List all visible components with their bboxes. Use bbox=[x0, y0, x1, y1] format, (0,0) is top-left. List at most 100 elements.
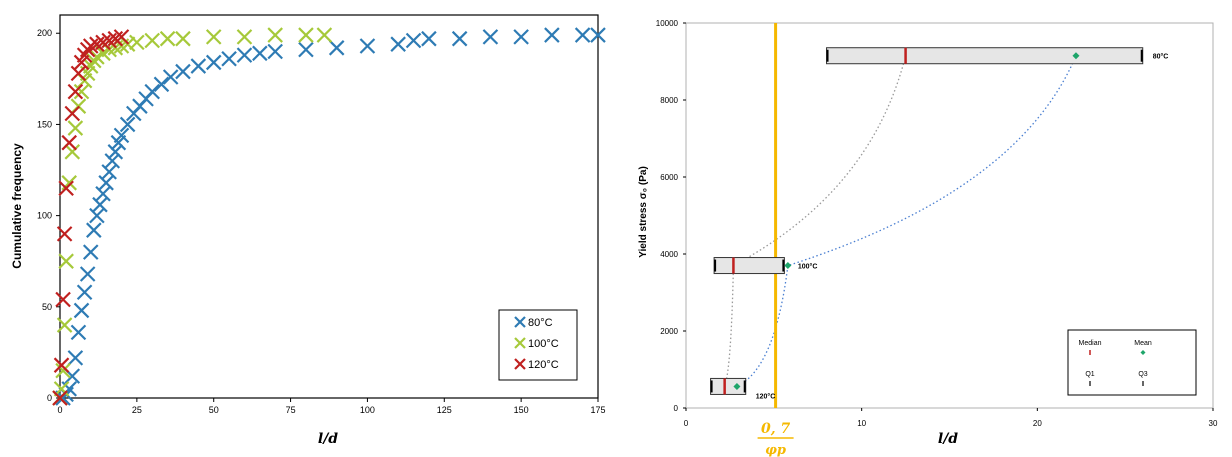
right-y-tick-label: 0 bbox=[674, 404, 679, 413]
left-point bbox=[119, 116, 136, 133]
left-x-tick-label: 150 bbox=[514, 405, 529, 415]
left-legend-item: 120°C bbox=[514, 358, 559, 371]
left-x-tick-label: 100 bbox=[360, 405, 375, 415]
left-point bbox=[61, 134, 78, 151]
left-legend: 80°C 100°C 120°C bbox=[498, 309, 578, 381]
right-y-tick-label: 6000 bbox=[660, 173, 678, 182]
right-chart: 0 10 20 30 0 2000 4000 6000 8000 10000 0, 7 φp 80… bbox=[638, 19, 1218, 457]
left-point bbox=[56, 317, 73, 333]
left-point bbox=[205, 54, 222, 71]
left-point bbox=[64, 105, 81, 122]
left-x-ticks: 0 25 50 75 100 125 150 175 bbox=[57, 398, 606, 415]
right-legend-label: Q1 bbox=[1085, 371, 1094, 378]
left-point bbox=[113, 29, 130, 45]
left-point bbox=[175, 30, 191, 47]
left-point bbox=[52, 390, 68, 406]
left-point bbox=[482, 29, 499, 45]
left-point bbox=[513, 29, 529, 45]
left-point bbox=[298, 41, 314, 58]
left-y-tick-label: 150 bbox=[37, 119, 52, 129]
right-y-ticks: 0 2000 4000 6000 8000 10000 bbox=[656, 19, 686, 413]
left-legend-box bbox=[498, 309, 578, 381]
left-point bbox=[190, 58, 207, 74]
left-point bbox=[56, 226, 73, 242]
left-x-tick-label: 75 bbox=[286, 405, 296, 415]
right-y-tick-label: 10000 bbox=[656, 19, 679, 28]
left-x-tick-label: 125 bbox=[437, 405, 452, 415]
right-y-axis-label: Yield stress σ₀ (Pa) bbox=[638, 166, 649, 258]
left-x-tick-label: 25 bbox=[132, 405, 142, 415]
right-box-label: 120°C bbox=[756, 392, 776, 400]
left-point bbox=[316, 27, 333, 43]
left-point bbox=[70, 324, 87, 341]
left-point bbox=[76, 284, 93, 300]
left-x-tick-label: 175 bbox=[590, 405, 605, 415]
left-point bbox=[92, 196, 108, 213]
left-point bbox=[236, 29, 253, 45]
right-x-tick-label: 20 bbox=[1033, 419, 1042, 428]
left-point bbox=[590, 27, 606, 43]
left-y-tick-label: 100 bbox=[37, 211, 52, 221]
left-point bbox=[298, 27, 314, 43]
left-point bbox=[79, 266, 96, 282]
left-legend-item: 100°C bbox=[514, 337, 559, 350]
left-point bbox=[104, 153, 121, 169]
left-point bbox=[73, 83, 90, 100]
left-point bbox=[544, 27, 560, 43]
left-y-axis-label: Cumulative frequency bbox=[10, 143, 24, 269]
left-point bbox=[101, 164, 117, 180]
left-point bbox=[205, 29, 222, 45]
left-legend-label: 80°C bbox=[528, 317, 553, 329]
critical-line-numerator: 0, 7 bbox=[761, 421, 790, 437]
left-point bbox=[405, 32, 422, 49]
left-point bbox=[267, 43, 283, 60]
right-legend-item: Q3 bbox=[1138, 371, 1148, 386]
left-point bbox=[89, 207, 105, 224]
right-box: 100°C bbox=[713, 257, 818, 275]
left-point bbox=[86, 222, 102, 238]
left-point bbox=[70, 65, 87, 82]
right-legend-label: Q3 bbox=[1138, 371, 1147, 378]
left-point bbox=[451, 30, 468, 47]
right-boxes: 80°C 100°C 120°C bbox=[710, 47, 1169, 400]
left-point bbox=[64, 144, 81, 160]
right-y-tick-label: 4000 bbox=[660, 250, 678, 259]
left-point bbox=[67, 350, 84, 366]
left-point bbox=[98, 175, 114, 191]
left-point bbox=[113, 127, 130, 144]
left-point bbox=[58, 180, 74, 197]
right-y-tick-label: 8000 bbox=[660, 96, 678, 105]
right-box: 80°C bbox=[826, 47, 1169, 65]
right-box-label: 100°C bbox=[798, 263, 818, 271]
left-point bbox=[95, 185, 111, 202]
right-x-tick-label: 10 bbox=[857, 419, 866, 428]
left-point bbox=[67, 83, 84, 100]
left-point bbox=[82, 244, 99, 260]
left-chart: 0 25 50 75 100 125 150 175 0 50 100 150 200 l/d Cum… bbox=[10, 14, 606, 447]
left-point bbox=[144, 83, 161, 100]
left-point bbox=[328, 40, 345, 56]
left-x-tick-label: 0 bbox=[57, 405, 62, 415]
left-points bbox=[52, 27, 606, 406]
left-point bbox=[267, 27, 283, 43]
right-trend-curve bbox=[724, 55, 907, 387]
left-point bbox=[153, 76, 170, 93]
right-box-label: 80°C bbox=[1153, 53, 1169, 61]
right-legend-item: Q1 bbox=[1085, 371, 1095, 386]
left-y-tick-label: 200 bbox=[37, 28, 52, 38]
right-legend-label: Median bbox=[1079, 340, 1102, 347]
left-point bbox=[221, 50, 237, 67]
critical-line-label: 0, 7 φp bbox=[757, 421, 794, 457]
critical-line-denominator: φp bbox=[765, 443, 786, 457]
left-x-tick-label: 50 bbox=[209, 405, 219, 415]
left-point bbox=[421, 30, 437, 47]
left-point bbox=[53, 357, 70, 373]
right-legend-box bbox=[1067, 329, 1197, 396]
left-point bbox=[236, 47, 253, 63]
left-point bbox=[162, 69, 179, 85]
left-legend-label: 120°C bbox=[528, 359, 559, 371]
right-x-axis-label: l/d bbox=[938, 431, 958, 447]
right-legend-mean-symbol bbox=[1140, 350, 1146, 355]
left-point bbox=[159, 30, 176, 47]
right-legend-item: Mean bbox=[1134, 340, 1152, 355]
